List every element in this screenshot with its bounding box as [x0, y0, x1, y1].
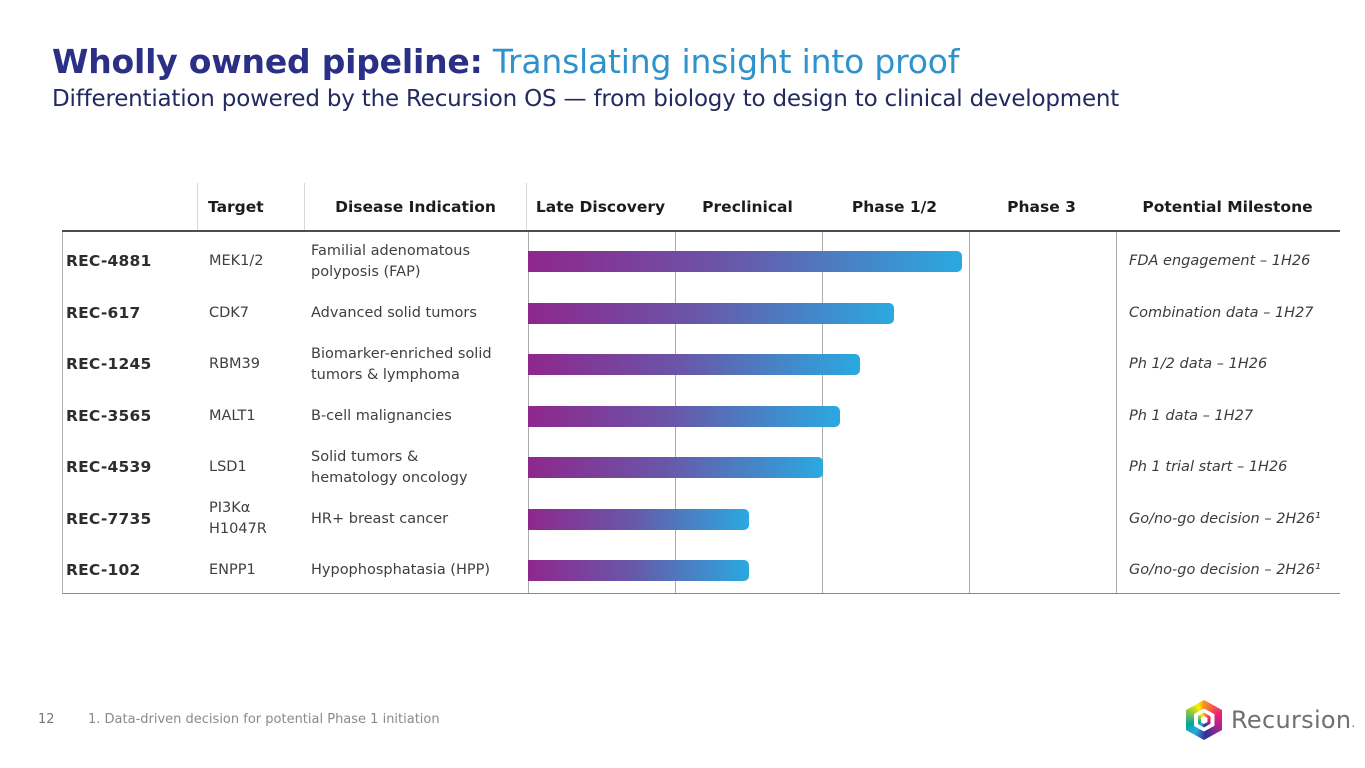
phase-progress-track — [528, 387, 1116, 439]
pipeline-row: REC-4881 MEK1/2 Familial adenomatous pol… — [63, 232, 1340, 284]
potential-milestone: Ph 1/2 data – 1H26 — [1129, 356, 1268, 373]
program-name: REC-7735 — [66, 509, 152, 528]
disease-indication: Familial adenomatous polyposis (FAP) — [311, 242, 471, 280]
phase-progress-track — [528, 284, 1116, 336]
table-body: REC-4881 MEK1/2 Familial adenomatous pol… — [62, 232, 1340, 594]
footnote: 1. Data-driven decision for potential Ph… — [88, 712, 440, 727]
program-name: REC-4539 — [66, 458, 152, 477]
pipeline-table: Target Disease Indication Late Discovery… — [62, 183, 1340, 594]
potential-milestone: Ph 1 data – 1H27 — [1129, 407, 1254, 424]
header-phase-late-discovery: Late Discovery — [535, 197, 666, 216]
program-name: REC-102 — [66, 561, 141, 580]
table-header: Target Disease Indication Late Discovery… — [62, 183, 1340, 232]
header-phase-preclinical: Preclinical — [702, 197, 793, 216]
header-phase-3: Phase 3 — [1007, 197, 1076, 216]
pipeline-row: REC-1245 RBM39 Biomarker-enriched solid … — [63, 335, 1340, 387]
phase-progress-track — [528, 541, 1116, 593]
potential-milestone: Combination data – 1H27 — [1129, 304, 1314, 321]
program-name: REC-4881 — [66, 252, 152, 271]
header-target: Target — [198, 183, 305, 230]
program-name: REC-1245 — [66, 355, 152, 374]
target-name: LSD1 — [209, 459, 247, 476]
recursion-logo: Recursion. — [1186, 700, 1356, 740]
disease-indication: Advanced solid tumors — [311, 304, 477, 321]
phase-progress-track — [528, 232, 1116, 284]
progress-bar — [528, 560, 749, 582]
header-potential-milestone: Potential Milestone — [1142, 197, 1313, 216]
brand-mark: . — [1351, 716, 1356, 730]
phase-gridline — [969, 232, 970, 593]
page-title: Wholly owned pipeline: Translating insig… — [52, 42, 1119, 81]
header-phase-1-2: Phase 1/2 — [851, 197, 938, 216]
phase-progress-track — [528, 335, 1116, 387]
target-name: CDK7 — [209, 304, 250, 321]
title-block: Wholly owned pipeline: Translating insig… — [52, 42, 1120, 113]
pipeline-row: REC-4539 LSD1 Solid tumors & hematology … — [63, 438, 1340, 490]
pipeline-row: REC-617 CDK7 Advanced solid tumors Combi… — [63, 284, 1340, 336]
recursion-wordmark: Recursion. — [1231, 706, 1356, 734]
potential-milestone: Go/no-go decision – 2H26¹ — [1129, 562, 1321, 579]
target-name: PI3Kα H1047R — [209, 500, 267, 538]
progress-bar — [528, 354, 861, 376]
program-name: REC-3565 — [66, 406, 152, 425]
target-name: ENPP1 — [209, 562, 256, 579]
title-primary: Wholly owned pipeline: — [52, 42, 483, 81]
progress-bar — [528, 302, 895, 324]
header-program — [62, 183, 198, 230]
target-name: RBM39 — [209, 356, 260, 373]
potential-milestone: Ph 1 trial start – 1H26 — [1129, 459, 1288, 476]
potential-milestone: FDA engagement – 1H26 — [1129, 253, 1311, 270]
disease-indication: Solid tumors & hematology oncology — [311, 448, 468, 486]
title-secondary: Translating insight into proof — [482, 42, 960, 81]
header-disease-indication: Disease Indication — [305, 183, 527, 230]
target-name: MALT1 — [209, 407, 256, 424]
pipeline-row: REC-3565 MALT1 B-cell malignancies Ph 1 … — [63, 387, 1340, 439]
progress-bar — [528, 508, 749, 530]
target-name: MEK1/2 — [209, 253, 264, 270]
page-number: 12 — [38, 712, 55, 727]
disease-indication: Hypophosphatasia (HPP) — [311, 562, 491, 579]
phase-progress-track — [528, 490, 1116, 542]
progress-bar — [528, 457, 824, 479]
phase-progress-track — [528, 438, 1116, 490]
disease-indication: Biomarker-enriched solid tumors & lympho… — [311, 345, 492, 383]
potential-milestone: Go/no-go decision – 2H26¹ — [1129, 510, 1321, 527]
page-subtitle: Differentiation powered by the Recursion… — [52, 86, 1120, 113]
disease-indication: HR+ breast cancer — [311, 510, 449, 527]
progress-bar — [528, 405, 840, 427]
pipeline-row: REC-102 ENPP1 Hypophosphatasia (HPP) Go/… — [63, 541, 1340, 593]
disease-indication: B-cell malignancies — [311, 407, 452, 424]
program-name: REC-617 — [66, 303, 141, 322]
recursion-hexagon-icon — [1186, 700, 1222, 740]
progress-bar — [528, 251, 962, 273]
phase-gridline — [1116, 232, 1117, 593]
pipeline-row: REC-7735 PI3Kα H1047R HR+ breast cancer … — [63, 490, 1340, 542]
